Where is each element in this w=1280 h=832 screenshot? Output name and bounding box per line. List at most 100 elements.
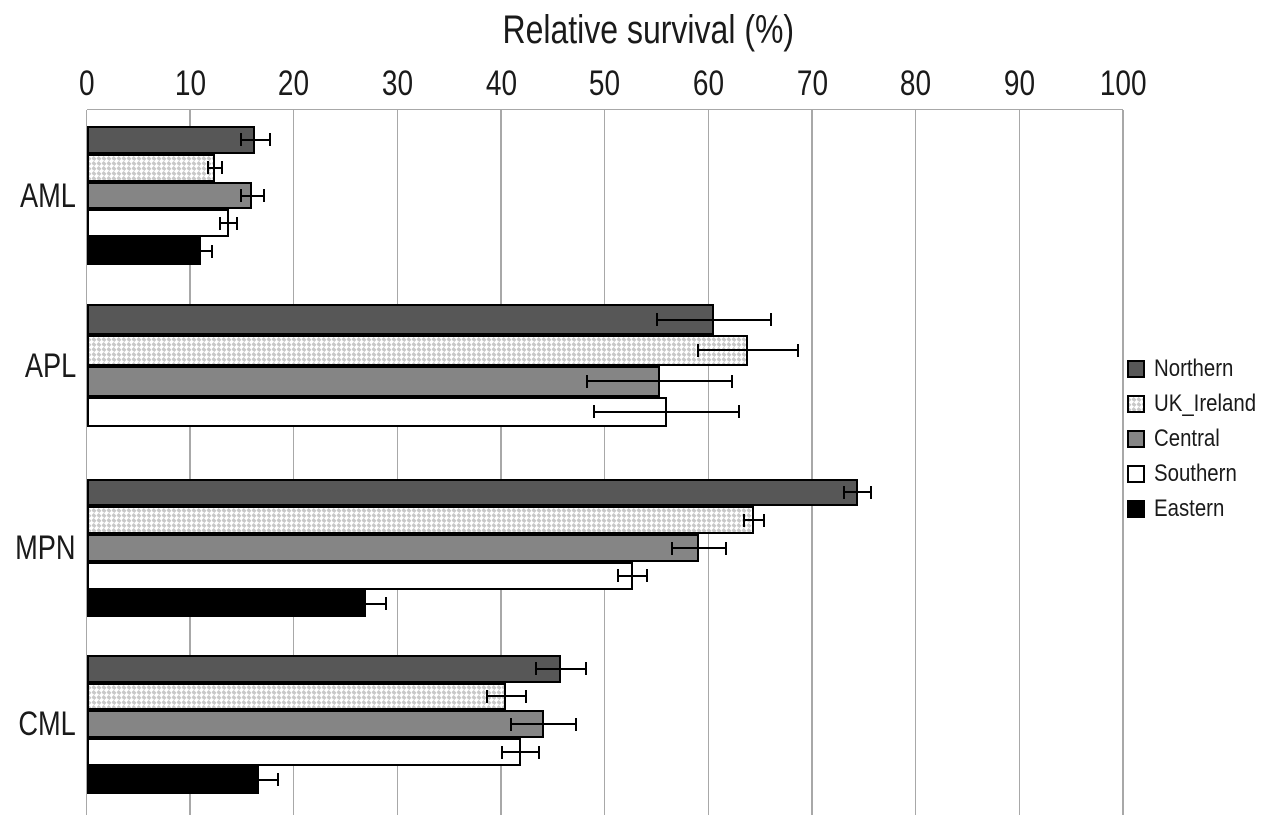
bar-cml-eastern [86, 765, 259, 794]
error-bar-cap-left [535, 662, 538, 676]
error-bar-line [743, 519, 765, 522]
error-bar-cap-right [268, 133, 271, 147]
gridline [811, 110, 813, 815]
legend-label-eastern: Eastern [1154, 495, 1237, 523]
legend-item-central: Central [1127, 421, 1274, 456]
x-tick-label: 50 [557, 64, 653, 104]
error-bar-line [594, 410, 740, 413]
error-bar-cap-left [345, 597, 348, 611]
error-bar-cap-right [235, 216, 238, 230]
x-tick-label: 10 [142, 64, 238, 104]
error-bar-cap-right [769, 313, 772, 327]
error-bar-cap-right [524, 689, 527, 703]
error-bar-cap-left [742, 513, 745, 527]
legend-item-southern: Southern [1127, 456, 1274, 491]
bar-aml-eastern [86, 237, 201, 265]
legend-label-text: UK_Ireland [1154, 389, 1257, 417]
x-tick-label-text: 0 [78, 64, 95, 103]
x-tick-label: 80 [868, 64, 964, 104]
x-tick-label: 70 [764, 64, 860, 104]
error-bar-line [238, 778, 279, 781]
error-bar-line [672, 547, 726, 549]
error-bar-line [844, 491, 872, 494]
error-bar-cap-left [697, 343, 700, 357]
error-bar-line [698, 349, 798, 352]
bar-apl-southern [86, 396, 667, 428]
error-bar-cap-left [655, 313, 658, 327]
legend-label-text: Eastern [1154, 494, 1225, 522]
category-label-text: APL [24, 346, 76, 385]
bar-mpn-uk_ireland [86, 506, 754, 535]
category-label-text: MPN [15, 529, 76, 567]
x-tick-label: 30 [349, 64, 445, 104]
error-bar-cap-left [239, 133, 242, 147]
category-label-mpn: MPN [0, 528, 76, 568]
category-label-text: CML [18, 705, 76, 744]
error-bar-cap-right [385, 597, 388, 611]
chart-title: Relative survival (%) [86, 8, 1210, 53]
legend-label-central: Central [1154, 425, 1231, 453]
error-bar-cap-right [646, 569, 649, 583]
bar-mpn-central [86, 534, 700, 562]
error-bar-cap-left [593, 405, 596, 419]
error-bar-cap-left [239, 189, 242, 202]
error-bar-cap-left [617, 569, 620, 583]
bar-mpn-northern [86, 478, 858, 507]
legend-swatch-southern [1127, 464, 1145, 483]
error-bar-cap-left [237, 773, 240, 787]
x-tick-label-text: 70 [796, 64, 828, 103]
error-bar-cap-right [262, 189, 265, 202]
error-bar-line [656, 318, 771, 321]
x-tick-label: 40 [453, 64, 549, 104]
error-bar-line [240, 194, 264, 197]
legend: Northern UK_Ireland Central Southern Eastern [1127, 351, 1274, 526]
error-bar-line [207, 166, 223, 169]
error-bar-cap-left [501, 745, 504, 759]
chart-title-text: Relative survival (%) [502, 8, 794, 52]
legend-item-eastern: Eastern [1127, 491, 1274, 526]
x-tick-label: 0 [39, 64, 135, 104]
category-label-cml: CML [0, 704, 76, 744]
x-axis-line [86, 109, 1123, 111]
gridline [1018, 110, 1021, 815]
error-bar-line [189, 250, 212, 253]
error-bar-cap-right [574, 717, 577, 731]
legend-swatch-central [1127, 429, 1145, 448]
x-tick-label-text: 90 [1003, 64, 1035, 103]
error-bar-cap-left [586, 374, 589, 388]
legend-label-uk_ireland: UK_Ireland [1154, 390, 1274, 418]
bar-aml-southern [86, 209, 229, 238]
gridline [1122, 110, 1124, 815]
error-bar-line [502, 751, 540, 754]
gridline [293, 110, 295, 815]
error-bar-cap-right [731, 374, 734, 388]
x-tick-label-text: 20 [278, 64, 310, 103]
error-bar-cap-right [796, 343, 799, 357]
bar-cml-northern [86, 654, 562, 683]
x-tick-label: 60 [660, 64, 756, 104]
bar-apl-central [86, 365, 660, 397]
gridline [915, 110, 917, 815]
legend-label-text: Central [1154, 424, 1220, 452]
legend-label-northern: Northern [1154, 355, 1247, 383]
error-bar-line [536, 667, 587, 670]
error-bar-cap-left [206, 161, 209, 175]
x-tick-label-text: 10 [174, 64, 206, 103]
gridline [396, 110, 399, 815]
legend-label-text: Northern [1154, 354, 1234, 382]
bar-apl-northern [86, 304, 714, 335]
error-bar-cap-left [843, 485, 846, 499]
error-bar-cap-right [277, 773, 280, 787]
gridline [85, 110, 88, 815]
x-tick-label-text: 50 [589, 64, 621, 103]
bar-aml-uk_ireland [86, 153, 216, 182]
error-bar-line [486, 695, 526, 698]
gridline [707, 110, 710, 815]
gridline [604, 110, 606, 815]
bar-mpn-southern [86, 561, 633, 590]
error-bar-cap-right [538, 745, 541, 759]
error-bar-cap-right [585, 662, 588, 676]
error-bar-cap-left [510, 717, 513, 731]
error-bar-cap-right [221, 161, 224, 175]
